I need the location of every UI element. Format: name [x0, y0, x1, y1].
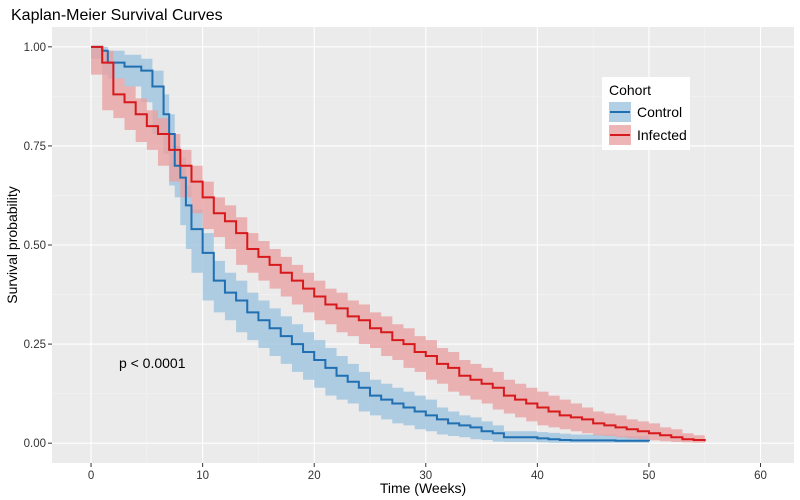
x-tick-label: 60	[754, 470, 767, 482]
legend: Cohort Control Infected	[602, 77, 690, 150]
annotations: p < 0.0001	[119, 355, 186, 371]
p-value-annotation: p < 0.0001	[119, 355, 186, 371]
x-tick-label: 20	[308, 470, 321, 482]
control-survival-line	[91, 45, 650, 442]
x-tick-label: 40	[531, 470, 544, 482]
infected-legend-label: Infected	[637, 127, 687, 143]
x-tick-label: 30	[419, 470, 432, 482]
infected-survival-line	[91, 45, 706, 442]
y-axis-title: Survival probability	[4, 186, 20, 304]
x-tick-label: 0	[88, 470, 94, 482]
y-tick-label: 1.00	[24, 42, 46, 54]
x-tick-label: 10	[196, 470, 209, 482]
survival-curves	[91, 45, 706, 442]
y-tick-label: 0.50	[24, 240, 46, 252]
legend-title: Cohort	[609, 82, 651, 98]
x-axis-title: Time (Weeks)	[380, 480, 466, 496]
axes: 0 10 20 30 40 50 60 0.00 0.25 0.50 0.75 1.00	[24, 42, 767, 482]
control-legend-label: Control	[637, 104, 682, 120]
y-tick-label: 0.25	[24, 339, 46, 351]
chart-title: Kaplan-Meier Survival Curves	[11, 7, 223, 24]
y-tick-label: 0.00	[24, 438, 46, 450]
x-tick-label: 50	[643, 470, 656, 482]
y-tick-label: 0.75	[24, 141, 46, 153]
